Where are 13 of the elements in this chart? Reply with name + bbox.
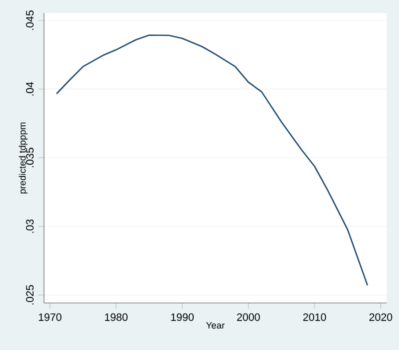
y-tick-label: .025 — [26, 285, 34, 304]
line-series — [56, 34, 368, 286]
x-tick-label: 1970 — [38, 313, 62, 321]
x-axis-title: Year — [206, 322, 225, 329]
x-tick-label: 1980 — [105, 313, 128, 321]
x-tick-label: 2010 — [303, 313, 326, 321]
x-tick-label: 1990 — [171, 313, 194, 321]
y-tick-label: .03 — [26, 219, 34, 233]
x-tick-label: 2000 — [237, 313, 260, 321]
y-tick-label: .045 — [26, 10, 34, 30]
x-tick-label: 2020 — [369, 313, 392, 321]
y-tick-label: .035 — [26, 148, 34, 168]
y-tick-label: .04 — [26, 82, 34, 96]
